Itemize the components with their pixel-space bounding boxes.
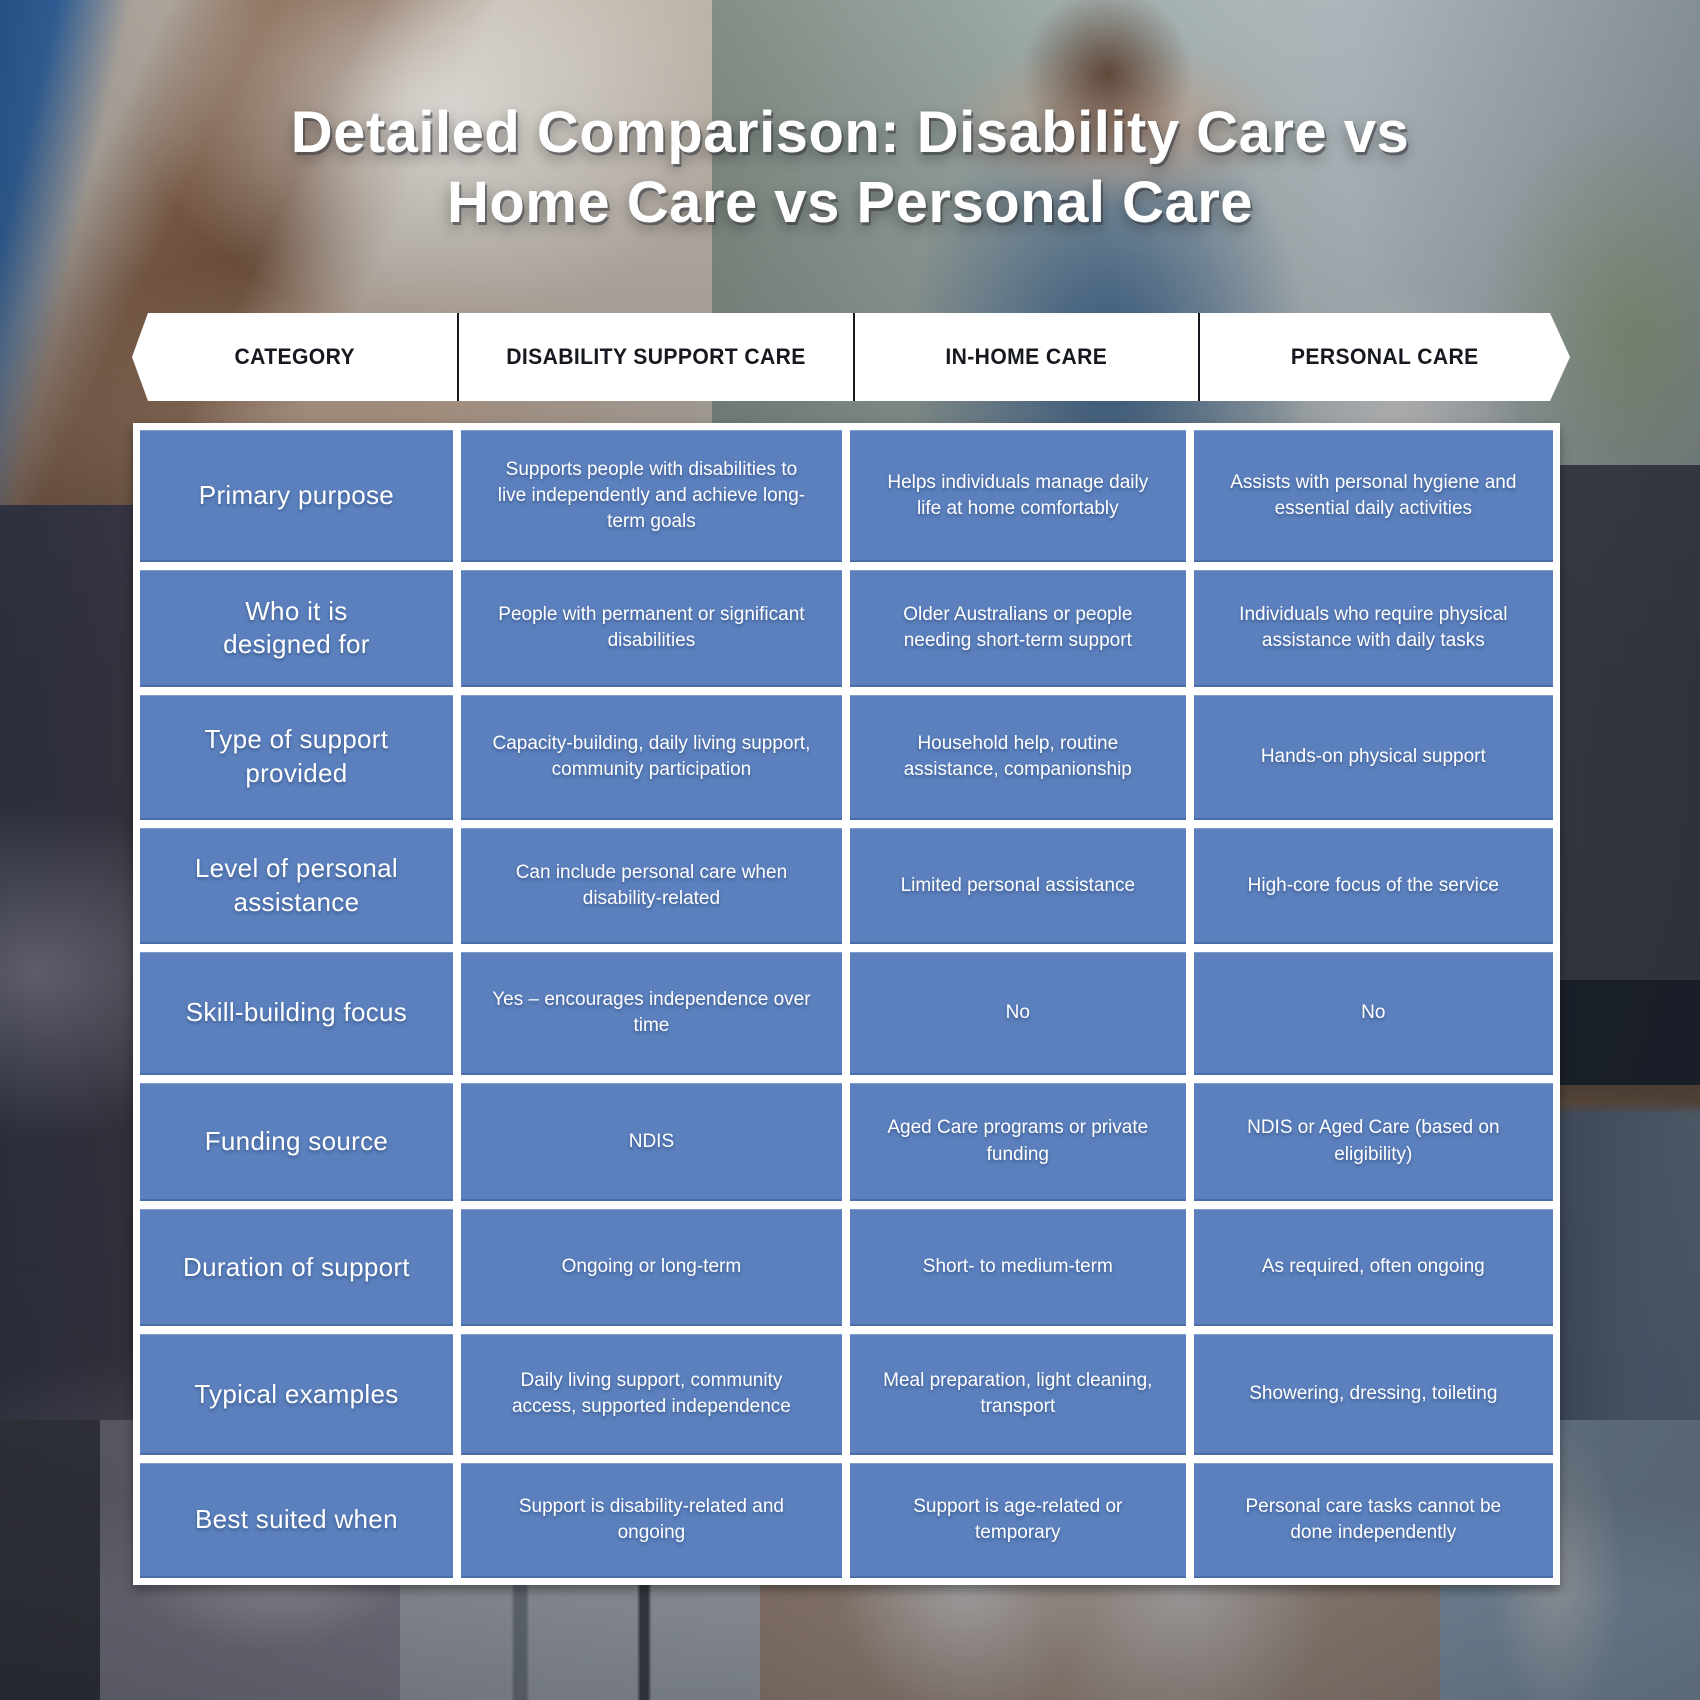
category-cell: Skill-building focus <box>140 952 453 1075</box>
table-cell: As required, often ongoing <box>1193 1208 1553 1327</box>
header-cell-in-home-care: IN-HOME CARE <box>855 313 1200 401</box>
table-cell: No <box>1193 952 1553 1075</box>
table-cell: Assists with personal hygiene and essent… <box>1193 430 1553 563</box>
photo-right-dark-patch <box>1552 980 1700 1090</box>
photo-bottom-dark <box>0 1420 108 1700</box>
table-cell: Support is age-related or temporary <box>850 1462 1186 1578</box>
header-cell-category: CATEGORY <box>132 313 459 401</box>
table-header-ribbon: CATEGORY DISABILITY SUPPORT CARE IN-HOME… <box>132 313 1570 401</box>
category-cell: Who it is designed for <box>140 570 453 687</box>
table-cell: Short- to medium-term <box>850 1208 1186 1327</box>
header-cell-personal-care: PERSONAL CARE <box>1290 344 1479 369</box>
table-cell: Daily living support, community access, … <box>460 1334 842 1455</box>
category-cell: Primary purpose <box>140 430 453 563</box>
category-cell: Type of support provided <box>140 694 453 820</box>
table-cell: Showering, dressing, toileting <box>1193 1334 1553 1455</box>
photo-top-left-nurse-hands <box>0 0 712 505</box>
table-cell: People with permanent or significant dis… <box>460 570 842 687</box>
table-cell: Helps individuals manage daily life at h… <box>850 430 1186 563</box>
category-cell: Best suited when <box>140 1462 453 1578</box>
table-cell: Ongoing or long-term <box>460 1208 842 1327</box>
table-cell: Can include personal care when disabilit… <box>460 827 842 945</box>
page-title-line2: Home Care vs Personal Care <box>446 170 1254 235</box>
category-cell: Typical examples <box>140 1334 453 1455</box>
page-title: Detailed Comparison: Disability Care vs … <box>0 98 1700 238</box>
table-cell: Meal preparation, light cleaning, transp… <box>850 1334 1186 1455</box>
category-cell: Duration of support <box>140 1208 453 1327</box>
table-cell: No <box>850 952 1186 1075</box>
category-cell: Level of personal assistance <box>140 827 453 945</box>
table-cell: Aged Care programs or private funding <box>850 1082 1186 1201</box>
table-cell: Limited personal assistance <box>850 827 1186 945</box>
table-cell: Capacity-building, daily living support,… <box>460 694 842 820</box>
category-cell: Funding source <box>140 1082 453 1201</box>
page-title-line1: Detailed Comparison: Disability Care vs <box>290 100 1410 165</box>
comparison-table: Primary purpose Supports people with dis… <box>133 423 1560 1585</box>
table-cell: NDIS or Aged Care (based on eligibility) <box>1193 1082 1553 1201</box>
table-cell: NDIS <box>460 1082 842 1201</box>
table-cell: Individuals who require physical assista… <box>1193 570 1553 687</box>
table-cell: Household help, routine assistance, comp… <box>850 694 1186 820</box>
table-cell: Supports people with disabilities to liv… <box>460 430 842 563</box>
table-cell: Older Australians or people needing shor… <box>850 570 1186 687</box>
table-cell: Hands-on physical support <box>1193 694 1553 820</box>
table-cell: High-core focus of the service <box>1193 827 1553 945</box>
table-cell: Support is disability-related and ongoin… <box>460 1462 842 1578</box>
table-cell: Yes – encourages independence over time <box>460 952 842 1075</box>
header-cell-disability-support-care: DISABILITY SUPPORT CARE <box>459 313 855 401</box>
table-cell: Personal care tasks cannot be done indep… <box>1193 1462 1553 1578</box>
